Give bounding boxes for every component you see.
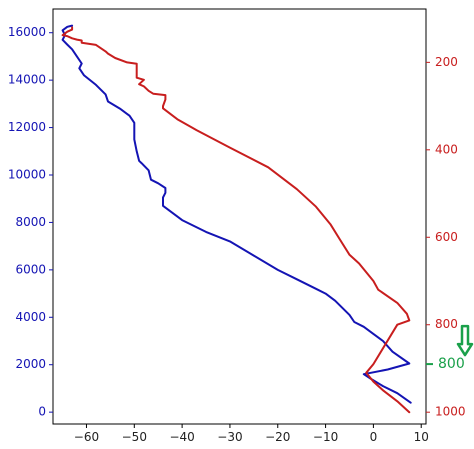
annotation-label: 800 [438, 356, 465, 372]
left-tick-label: 12000 [8, 120, 46, 134]
left-tick-label: 2000 [15, 357, 46, 371]
down-arrow-icon [456, 324, 474, 357]
bottom-axis: −60 −50 −40 −30 −20 −10 0 10 [74, 424, 429, 444]
series-layer [61, 24, 412, 414]
blue-series-line [61, 24, 412, 404]
annotation-layer: 800 [426, 324, 474, 372]
right-tick-label: 400 [435, 142, 458, 156]
right-tick-label: 1000 [435, 405, 466, 419]
bottom-tick-label: −10 [313, 430, 338, 444]
bottom-tick-label: 10 [414, 430, 429, 444]
left-tick-label: 4000 [15, 310, 46, 324]
right-axis: 200 400 600 800 1000 [426, 55, 466, 419]
bottom-tick-label: −60 [74, 430, 99, 444]
bottom-tick-label: −50 [122, 430, 147, 444]
right-tick-label: 200 [435, 55, 458, 69]
bottom-tick-label: 0 [370, 430, 378, 444]
right-tick-label: 800 [435, 317, 458, 331]
right-tick-label: 600 [435, 230, 458, 244]
red-series-line [61, 26, 411, 414]
left-tick-label: 16000 [8, 25, 46, 39]
plot-frame [52, 8, 427, 425]
left-tick-label: 14000 [8, 73, 46, 87]
bottom-tick-label: −30 [217, 430, 242, 444]
left-tick-label: 8000 [15, 215, 46, 229]
bottom-tick-label: −20 [265, 430, 290, 444]
left-tick-label: 0 [38, 405, 46, 419]
left-tick-label: 10000 [8, 168, 46, 182]
left-axis: 0 2000 4000 6000 8000 10000 12000 14000 16000 [8, 25, 53, 419]
bottom-tick-label: −40 [169, 430, 194, 444]
left-tick-label: 6000 [15, 262, 46, 276]
